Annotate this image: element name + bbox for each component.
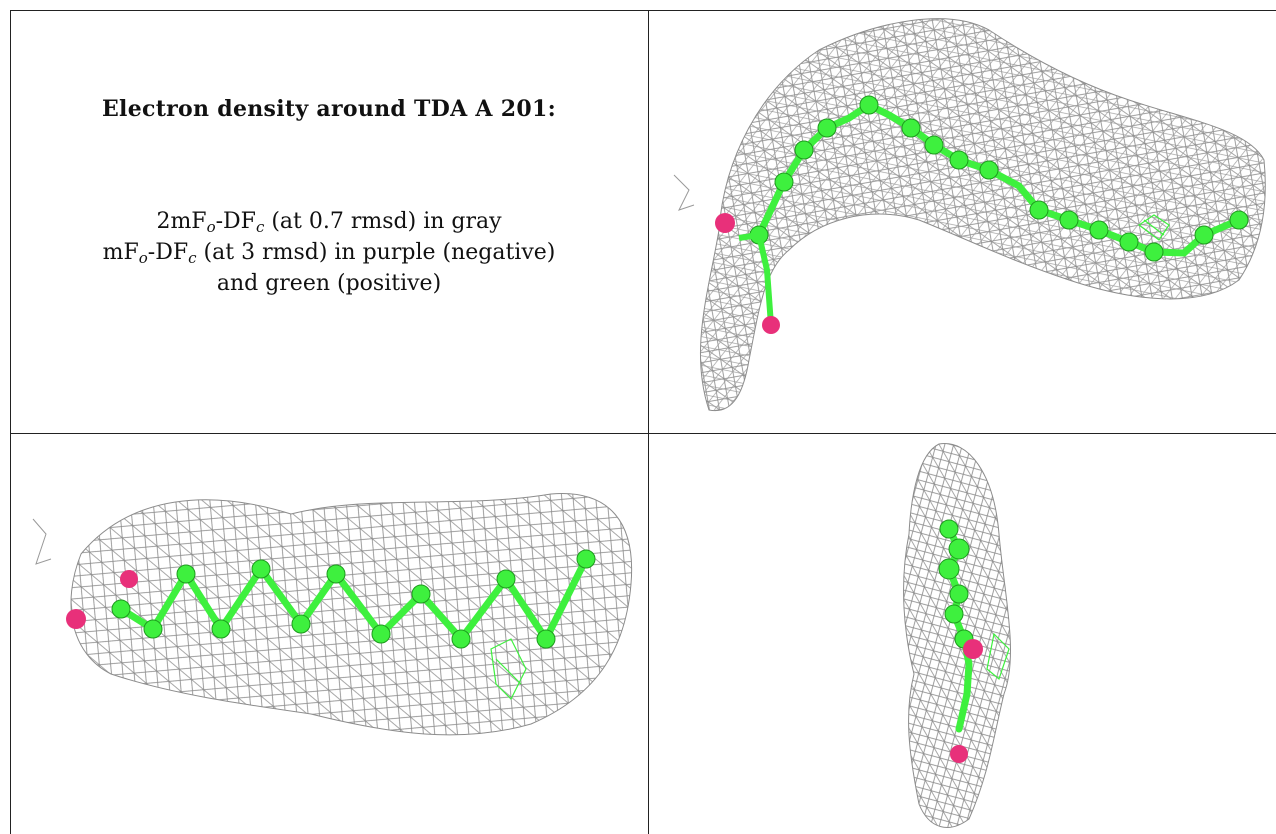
density-view-top-right (649, 10, 1276, 433)
grid-top-border (10, 10, 1276, 11)
caption-panel: Electron density around TDA A 201: 2mFo-… (10, 10, 648, 433)
figure-title: Electron density around TDA A 201: (101, 96, 557, 122)
map-line-positive: and green (positive) (216, 271, 442, 296)
map-line-2fofc: 2mFo-DFc (at 0.7 rmsd) in gray (156, 209, 502, 236)
map-line-fofc: mFo-DFc (at 3 rmsd) in purple (negative) (102, 240, 556, 267)
density-view-bottom-right (649, 434, 1276, 834)
figure-grid: Electron density around TDA A 201: 2mFo-… (10, 10, 1276, 834)
grid-center-divider (648, 10, 649, 834)
grid-left-border (10, 10, 11, 834)
density-view-bottom-left (11, 434, 648, 834)
map-description: 2mFo-DFc (at 0.7 rmsd) in gray mFo-DFc (… (10, 206, 648, 299)
grid-middle-divider (10, 433, 1276, 434)
